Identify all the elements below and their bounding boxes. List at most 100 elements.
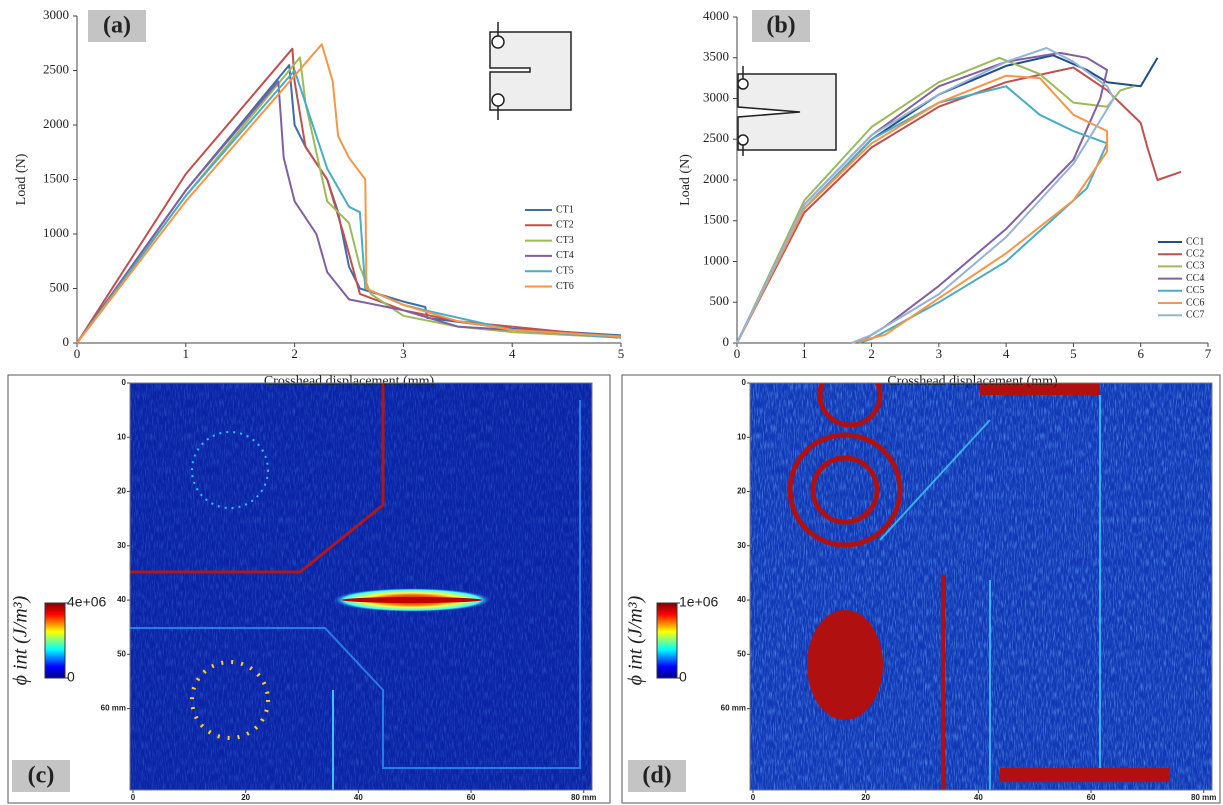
legend-label: CT4 — [556, 250, 574, 261]
x-tick-label: 0 — [74, 346, 81, 361]
x-tick-label: 20 — [241, 793, 250, 802]
y-tick-label: 0 — [63, 334, 70, 349]
x-axis-title: Crosshead displacement (mm) — [887, 374, 1058, 389]
y-tick-label: 0 — [122, 378, 127, 387]
x-tick-label: 80 mm — [571, 793, 596, 802]
y-tick-label: 3500 — [703, 49, 729, 64]
y-tick-label: 20 — [117, 487, 126, 496]
series-line — [736, 66, 1182, 344]
y-tick-label: 3000 — [703, 89, 729, 104]
series-line — [76, 43, 622, 344]
x-tick-label: 5 — [618, 346, 625, 361]
y-tick-label: 2000 — [703, 171, 729, 186]
x-tick-label: 40 — [354, 793, 363, 802]
legend-label: CT5 — [556, 265, 574, 276]
x-tick-label: 0 — [734, 346, 741, 361]
panel-label: (a) — [103, 13, 131, 39]
heatmap-field — [130, 383, 592, 790]
y-tick-label: 2500 — [43, 61, 69, 76]
legend-label: CT3 — [556, 235, 574, 246]
y-tick-label: 4000 — [703, 8, 729, 23]
y-axis-title: Load (N) — [14, 153, 29, 205]
y-tick-label: 1500 — [703, 212, 729, 227]
y-tick-label: 40 — [737, 595, 746, 604]
legend-label: CC6 — [1186, 297, 1204, 308]
x-tick-label: 3 — [936, 346, 943, 361]
legend-label: CC7 — [1186, 309, 1204, 320]
y-tick-label: 60 mm — [721, 704, 746, 713]
y-tick-label: 500 — [710, 293, 730, 308]
x-axis-title: Crosshead displacement (mm) — [264, 374, 435, 389]
legend-label: CC2 — [1186, 248, 1204, 259]
panel-label-bg — [628, 760, 686, 792]
x-tick-label: 7 — [1205, 346, 1212, 361]
x-tick-label: 20 — [861, 793, 870, 802]
x-tick-label: 4 — [509, 346, 516, 361]
colorbar-title: ϕ int (J/m³) — [625, 595, 647, 685]
x-tick-label: 6 — [1137, 346, 1144, 361]
y-tick-label: 10 — [117, 432, 126, 441]
panel-frame — [621, 374, 1221, 804]
panel-label: (c) — [28, 763, 55, 789]
series-line — [736, 74, 1109, 344]
x-tick-label: 1 — [801, 346, 808, 361]
series-line — [76, 69, 622, 344]
heatmap-field — [750, 383, 1212, 790]
x-tick-label: 5 — [1070, 346, 1077, 361]
series-line — [736, 47, 1115, 344]
panel-frame — [7, 374, 611, 804]
legend-label: CC4 — [1186, 273, 1204, 284]
x-tick-label: 1 — [183, 346, 190, 361]
legend-label: CC5 — [1186, 285, 1204, 296]
x-tick-label: 4 — [1003, 346, 1010, 361]
y-tick-label: 0 — [723, 334, 730, 349]
series-line — [736, 51, 1109, 344]
colorbar — [656, 602, 678, 679]
y-tick-label: 60 mm — [101, 704, 126, 713]
legend-label: CC3 — [1186, 261, 1204, 272]
series-line — [76, 80, 622, 344]
x-tick-label: 80 mm — [1191, 793, 1216, 802]
y-tick-label: 20 — [737, 487, 746, 496]
x-tick-label: 2 — [291, 346, 298, 361]
y-tick-label: 50 — [117, 649, 126, 658]
series-line — [76, 47, 622, 344]
y-tick-label: 10 — [737, 432, 746, 441]
x-tick-label: 2 — [868, 346, 875, 361]
y-tick-label: 1000 — [703, 252, 729, 267]
legend-label: CT1 — [556, 204, 574, 215]
y-tick-label: 50 — [737, 649, 746, 658]
panel-label: (b) — [766, 13, 795, 39]
panel-label-bg — [12, 760, 70, 792]
x-tick-label: 60 — [1087, 793, 1096, 802]
legend-label: CT6 — [556, 281, 574, 292]
x-tick-label: 3 — [400, 346, 407, 361]
y-tick-label: 2500 — [703, 130, 729, 145]
heatmap-frame — [129, 382, 593, 791]
colorbar-title: ϕ int (J/m³) — [10, 595, 32, 685]
y-tick-label: 1500 — [43, 170, 69, 185]
y-tick-label: 40 — [117, 595, 126, 604]
y-tick-label: 2000 — [43, 116, 69, 131]
y-axis-title: Load (N) — [678, 154, 693, 206]
y-tick-label: 30 — [737, 541, 746, 550]
panel-label-bg — [752, 10, 810, 42]
colorbar-tick-label: 4e+06 — [67, 594, 107, 610]
y-tick-label: 3000 — [43, 7, 69, 22]
x-tick-label: 0 — [751, 793, 756, 802]
x-tick-label: 40 — [974, 793, 983, 802]
y-tick-label: 30 — [117, 541, 126, 550]
y-tick-label: 0 — [742, 378, 747, 387]
x-tick-label: 0 — [131, 793, 136, 802]
x-tick-label: 60 — [467, 793, 476, 802]
specimen-icon — [489, 22, 837, 156]
panel-label: (d) — [642, 763, 671, 789]
y-tick-label: 1000 — [43, 225, 69, 240]
colorbar-tick-label: 0 — [679, 669, 687, 685]
series-line — [736, 85, 1109, 344]
colorbar-tick-label: 1e+06 — [679, 594, 719, 610]
colorbar — [44, 602, 66, 679]
y-tick-label: 500 — [50, 279, 70, 294]
colorbar-tick-label: 0 — [67, 669, 75, 685]
